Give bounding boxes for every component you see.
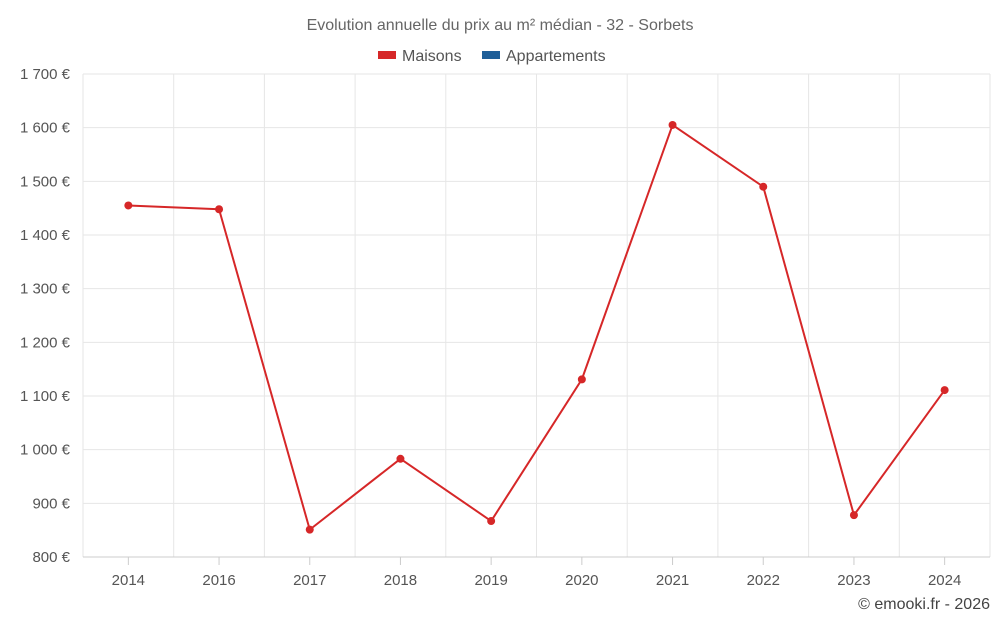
legend-item-maisons[interactable]: Maisons <box>378 48 462 65</box>
legend-item-appartements[interactable]: Appartements <box>482 48 606 65</box>
data-point-maisons[interactable] <box>124 201 133 210</box>
x-tick-label: 2023 <box>837 572 870 589</box>
data-point-maisons[interactable] <box>305 525 314 534</box>
y-tick-label: 1 200 € <box>20 334 71 351</box>
series-line-maisons <box>128 123 946 531</box>
chart-title: Evolution annuelle du prix au m² médian … <box>307 17 694 34</box>
legend[interactable]: Maisons Appartements <box>378 48 606 65</box>
legend-swatch-appartements <box>482 51 500 59</box>
x-tick-label: 2016 <box>202 572 235 589</box>
data-point-maisons[interactable] <box>577 375 586 384</box>
y-tick-label: 800 € <box>32 549 70 566</box>
legend-swatch-maisons <box>378 51 396 59</box>
x-tick-label: 2021 <box>656 572 689 589</box>
y-tick-label: 1 300 € <box>20 281 71 298</box>
y-tick-label: 1 600 € <box>20 120 71 137</box>
x-tick-label: 2014 <box>112 572 145 589</box>
x-tick-label: 2019 <box>474 572 507 589</box>
legend-label-appartements: Appartements <box>506 48 606 65</box>
x-tick-label: 2022 <box>747 572 780 589</box>
data-point-maisons[interactable] <box>668 120 677 129</box>
y-tick-label: 1 700 € <box>20 66 71 83</box>
data-point-maisons[interactable] <box>487 517 496 526</box>
credit-text: © emooki.fr - 2026 <box>858 596 990 613</box>
y-tick-labels: 800 € 900 € 1 000 € 1 100 € 1 200 € 1 300 € 1 … <box>20 66 71 566</box>
legend-label-maisons: Maisons <box>402 48 462 65</box>
data-point-maisons[interactable] <box>396 454 405 463</box>
data-point-maisons[interactable] <box>759 182 768 191</box>
data-point-maisons[interactable] <box>849 511 858 520</box>
y-tick-label: 900 € <box>32 495 70 512</box>
x-gridlines <box>82 74 991 557</box>
series-maisons <box>124 120 949 534</box>
x-tick-labels: 2014 2016 2017 2018 2019 2020 2021 2022 2023 2024 <box>112 557 961 589</box>
y-tick-label: 1 400 € <box>20 227 71 244</box>
y-tick-label: 1 500 € <box>20 173 71 190</box>
x-tick-label: 2024 <box>928 572 961 589</box>
data-point-maisons[interactable] <box>940 386 949 395</box>
y-tick-label: 1 100 € <box>20 388 71 405</box>
x-tick-label: 2020 <box>565 572 598 589</box>
x-tick-label: 2018 <box>384 572 417 589</box>
x-tick-label: 2017 <box>293 572 326 589</box>
data-point-maisons[interactable] <box>215 205 224 214</box>
y-tick-label: 1 000 € <box>20 442 71 459</box>
